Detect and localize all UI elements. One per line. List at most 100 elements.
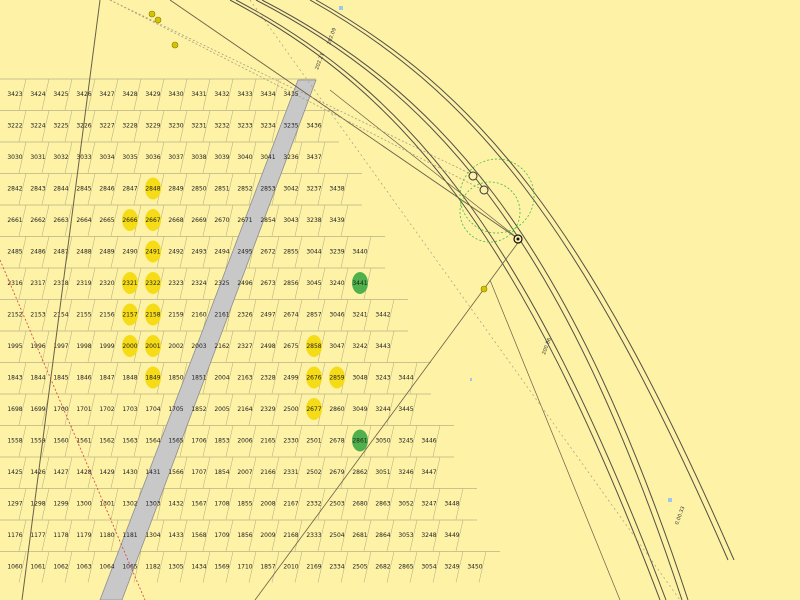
lot-number[interactable]: 3224	[30, 123, 45, 130]
reserved-lot-marker[interactable]	[145, 240, 161, 263]
lot-number[interactable]: 2490	[122, 249, 137, 256]
lot-number[interactable]: 3433	[237, 91, 252, 98]
lot-number[interactable]: 1856	[237, 532, 252, 539]
lot-number[interactable]: 3043	[283, 217, 298, 224]
lot-number[interactable]: 1298	[30, 501, 45, 508]
lot-number[interactable]: 1857	[260, 564, 275, 571]
lot-number[interactable]: 2669	[191, 217, 206, 224]
lot-number[interactable]: 1431	[145, 469, 160, 476]
lot-number[interactable]: 1707	[191, 469, 206, 476]
lot-number[interactable]: 1704	[145, 406, 160, 413]
lot-number[interactable]: 3241	[352, 312, 367, 319]
lot-number[interactable]: 3436	[306, 123, 321, 130]
lot-number[interactable]: 1568	[191, 532, 206, 539]
lot-number[interactable]: 1710	[237, 564, 252, 571]
lot-number[interactable]: 3426	[76, 91, 91, 98]
lot-number[interactable]: 1844	[30, 375, 45, 382]
lot-number[interactable]: 1999	[99, 343, 114, 350]
survey-marker[interactable]	[479, 185, 489, 195]
lot-number[interactable]: 1176	[7, 532, 22, 539]
lot-number[interactable]: 1180	[99, 532, 114, 539]
lot-number[interactable]: 3245	[398, 438, 413, 445]
lot-number[interactable]: 3440	[352, 249, 367, 256]
lot-number[interactable]: 2497	[260, 312, 275, 319]
lot-number[interactable]: 3227	[99, 123, 114, 130]
lot-number[interactable]: 3439	[329, 217, 344, 224]
lot-number[interactable]: 3038	[191, 154, 206, 161]
lot-number[interactable]: 3042	[283, 186, 298, 193]
lot-number[interactable]: 2501	[306, 438, 321, 445]
reserved-lot-marker[interactable]	[306, 398, 322, 420]
lot-number[interactable]: 2842	[7, 186, 22, 193]
lot-number[interactable]: 3233	[237, 123, 252, 130]
lot-number[interactable]: 1177	[30, 532, 45, 539]
lot-number[interactable]: 1299	[53, 501, 68, 508]
lot-number[interactable]: 2858	[306, 343, 321, 350]
lot-number[interactable]: 3442	[375, 312, 390, 319]
lot-number[interactable]: 1698	[7, 406, 22, 413]
lot-number[interactable]: 2673	[260, 280, 275, 287]
lot-number[interactable]: 1854	[214, 469, 229, 476]
lot-number[interactable]: 2671	[237, 217, 252, 224]
lot-number[interactable]: 3228	[122, 123, 137, 130]
lot-number[interactable]: 3446	[421, 438, 436, 445]
lot-number[interactable]: 2847	[122, 186, 137, 193]
lot-number[interactable]: 2325	[214, 280, 229, 287]
lot-number[interactable]: 1853	[214, 438, 229, 445]
lot-number[interactable]: 2504	[329, 532, 344, 539]
lot-number[interactable]: 2861	[352, 438, 367, 445]
lot-number[interactable]: 2865	[398, 564, 413, 571]
lot-number[interactable]: 2164	[237, 406, 252, 413]
lot-number[interactable]: 2487	[53, 249, 68, 256]
lot-number[interactable]: 2864	[375, 532, 390, 539]
lot-number[interactable]: 1569	[214, 564, 229, 571]
lot-number[interactable]: 2154	[53, 312, 68, 319]
lot-number[interactable]: 3230	[168, 123, 183, 130]
lot-number[interactable]: 2675	[283, 343, 298, 350]
lot-number[interactable]: 2001	[145, 343, 160, 350]
sold-lot-marker[interactable]	[352, 429, 368, 452]
reserved-lot-marker[interactable]	[329, 366, 345, 389]
lot-number[interactable]: 3431	[191, 91, 206, 98]
reserved-lot-marker[interactable]	[122, 272, 138, 294]
lot-number[interactable]: 3049	[352, 406, 367, 413]
lot-number[interactable]: 2008	[260, 501, 275, 508]
lot-number[interactable]: 2155	[76, 312, 91, 319]
lot-number[interactable]: 2493	[191, 249, 206, 256]
lot-number[interactable]: 3428	[122, 91, 137, 98]
lot-number[interactable]: 2005	[214, 406, 229, 413]
lot-number[interactable]: 1998	[76, 343, 91, 350]
lot-number[interactable]: 1063	[76, 564, 91, 571]
lot-number[interactable]: 2853	[260, 186, 275, 193]
lot-number[interactable]: 2000	[122, 343, 137, 350]
reserved-lot-marker[interactable]	[145, 177, 161, 200]
reserved-lot-marker[interactable]	[145, 209, 161, 231]
lot-number[interactable]: 1297	[7, 501, 22, 508]
lot-number[interactable]: 2680	[352, 501, 367, 508]
lot-number[interactable]: 2668	[168, 217, 183, 224]
lot-number[interactable]: 3242	[352, 343, 367, 350]
lot-number[interactable]: 1434	[191, 564, 206, 571]
reserved-lot-marker[interactable]	[122, 209, 138, 231]
lot-number[interactable]: 1996	[30, 343, 45, 350]
lot-number[interactable]: 1432	[168, 501, 183, 508]
lot-number[interactable]: 2317	[30, 280, 45, 287]
lot-number[interactable]: 1566	[168, 469, 183, 476]
lot-number[interactable]: 1430	[122, 469, 137, 476]
lot-number[interactable]: 2003	[191, 343, 206, 350]
lot-number[interactable]: 3050	[375, 438, 390, 445]
lot-number[interactable]: 2165	[260, 438, 275, 445]
lot-number[interactable]: 2152	[7, 312, 22, 319]
lot-number[interactable]: 1427	[53, 469, 68, 476]
lot-number[interactable]: 2849	[168, 186, 183, 193]
lot-number[interactable]: 2168	[283, 532, 298, 539]
lot-number[interactable]: 3427	[99, 91, 114, 98]
lot-number[interactable]: 3045	[306, 280, 321, 287]
lot-number[interactable]: 2334	[329, 564, 344, 571]
lot-number[interactable]: 1425	[7, 469, 22, 476]
lot-number[interactable]: 3047	[329, 343, 344, 350]
lot-number[interactable]: 3430	[168, 91, 183, 98]
lot-number[interactable]: 1565	[168, 438, 183, 445]
lot-number[interactable]: 2489	[99, 249, 114, 256]
lot-number[interactable]: 2845	[76, 186, 91, 193]
